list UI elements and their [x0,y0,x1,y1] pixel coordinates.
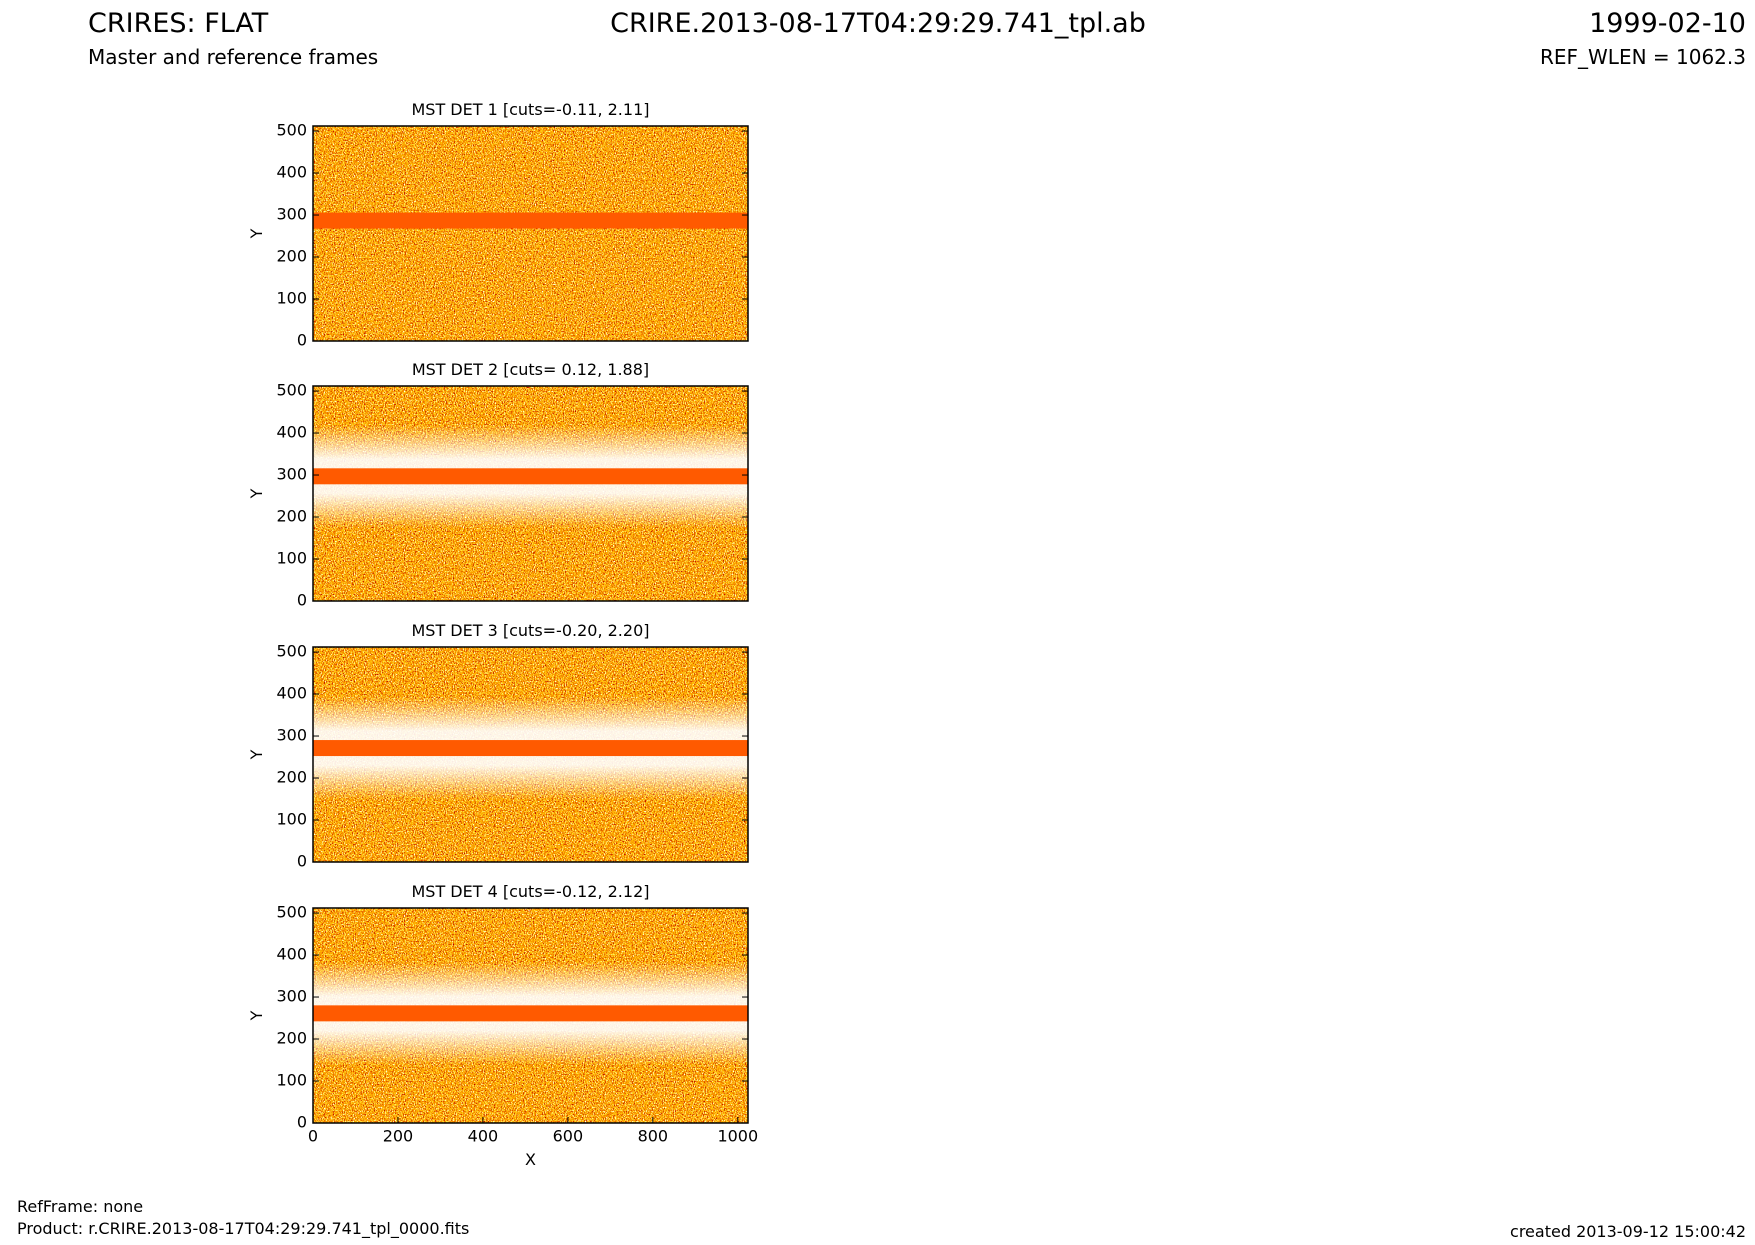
y-label: Y [247,1010,266,1021]
band [313,740,748,757]
y-tick-label: 0 [297,331,307,350]
frame [312,125,749,342]
y-tick-label: 300 [276,205,307,224]
y-tick-label: 500 [276,381,307,400]
product: Product: r.CRIRE.2013-08-17T04:29:29.741… [17,1219,469,1239]
x-tick-label: 1000 [717,1127,758,1146]
image [313,126,748,341]
refframe: RefFrame: none [17,1197,143,1216]
frame [312,907,749,1124]
panel-title: MST DET 3 [cuts=-0.20, 2.20] [411,621,649,640]
y-tick-label: 100 [276,549,307,568]
y-tick-label: 100 [276,810,307,829]
y-tick-label: 400 [276,423,307,442]
y-label: Y [247,488,266,499]
y-label: Y [247,228,266,239]
y-tick-label: 200 [276,507,307,526]
panel-title: MST DET 2 [cuts= 0.12, 1.88] [412,360,649,379]
y-tick-label: 300 [276,987,307,1006]
image-panel [312,646,749,863]
y-tick-label: 300 [276,726,307,745]
y-tick-label: 500 [276,642,307,661]
x-tick-label: 600 [553,1127,584,1146]
frame [312,646,749,863]
band [313,212,748,229]
subtitle: Master and reference frames [88,45,378,69]
y-tick-label: 0 [297,591,307,610]
x-label: X [525,1150,536,1169]
y-tick-label: 200 [276,247,307,266]
y-tick-label: 500 [276,903,307,922]
panel-title: MST DET 1 [cuts=-0.11, 2.11] [411,100,649,119]
x-tick-label: 200 [383,1127,414,1146]
y-tick-label: 400 [276,945,307,964]
y-tick-label: 500 [276,121,307,140]
y-tick-label: 200 [276,768,307,787]
band [313,1005,748,1022]
y-label: Y [247,749,266,760]
band [313,468,748,485]
x-tick-label: 800 [638,1127,669,1146]
y-tick-label: 0 [297,852,307,871]
image-panel [312,125,749,342]
y-tick-label: 400 [276,163,307,182]
y-tick-label: 300 [276,465,307,484]
image-panel [312,385,749,602]
title: CRIRES: FLAT [88,8,269,39]
y-tick-label: 400 [276,684,307,703]
created: created 2013-09-12 15:00:42 [1510,1222,1746,1241]
y-tick-label: 0 [297,1113,307,1132]
y-tick-label: 100 [276,289,307,308]
x-tick-label: 400 [468,1127,499,1146]
file-name: CRIRE.2013-08-17T04:29:29.741_tpl.ab [610,8,1146,39]
panel-title: MST DET 4 [cuts=-0.12, 2.12] [411,882,649,901]
x-tick-label: 0 [308,1127,318,1146]
y-tick-label: 200 [276,1029,307,1048]
frame [312,385,749,602]
image-panel [312,907,749,1124]
ref-wlen: REF_WLEN = 1062.3 [1540,45,1746,69]
y-tick-label: 100 [276,1071,307,1090]
date: 1999-02-10 [1589,8,1746,39]
